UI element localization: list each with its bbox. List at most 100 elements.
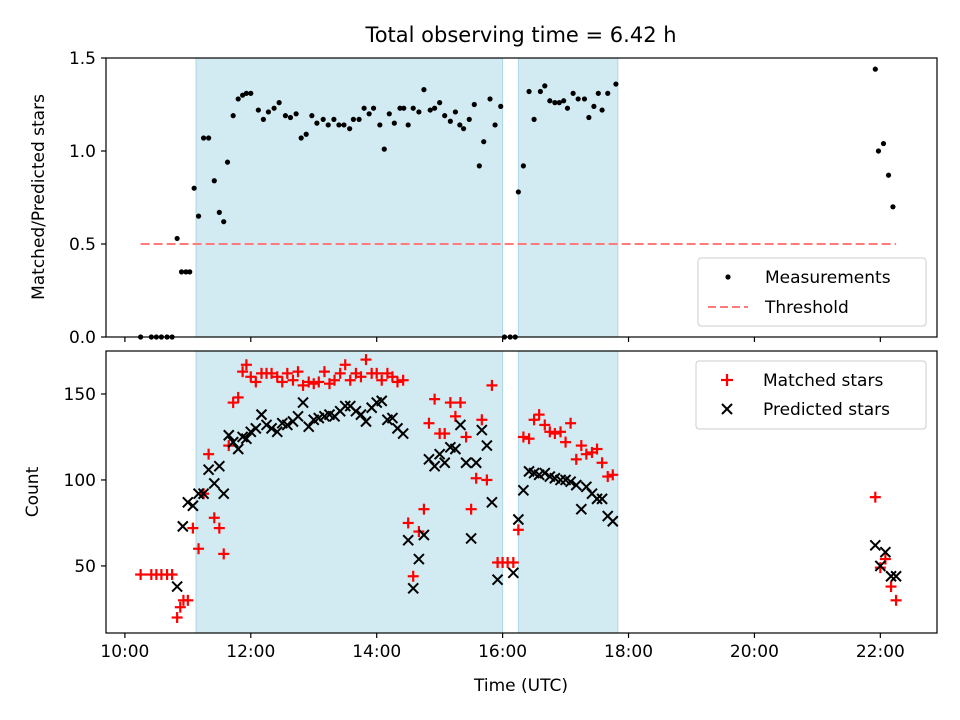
predicted-star-point [376, 395, 388, 407]
matched-star-point [869, 491, 881, 503]
predicted-marker-stroke [223, 429, 235, 441]
matched-star-point [481, 474, 493, 486]
measurement-point [416, 109, 422, 115]
measurement-point [526, 88, 532, 95]
predicted-marker-stroke [182, 496, 194, 509]
measurement-point [487, 96, 493, 102]
matched-star-point [517, 431, 529, 443]
measurement-point [872, 66, 878, 72]
predicted-star-point [890, 570, 902, 582]
predicted-marker-stroke [292, 410, 304, 423]
measurement-point [556, 100, 562, 106]
matched-star-point [454, 397, 466, 409]
predicted-star-point [869, 539, 882, 552]
measurement-point [442, 113, 448, 119]
predicted-star-point [255, 408, 268, 421]
predicted-marker-stroke [397, 427, 409, 440]
matched-star-point [371, 367, 383, 379]
predicted-marker-stroke [276, 417, 288, 429]
predicted-marker-stroke [297, 396, 309, 409]
measurement-point [350, 116, 357, 122]
measurement-point [457, 122, 463, 128]
predicted-star-point [292, 410, 304, 423]
predicted-marker-stroke [885, 570, 897, 582]
matched-star-point [166, 569, 178, 581]
top-y-ticks: 0.0 0.5 1.0 1.5 [69, 49, 106, 348]
predicted-marker-stroke [449, 443, 462, 455]
predicted-marker-stroke [454, 419, 467, 431]
predicted-marker-stroke [240, 432, 253, 445]
predicted-marker-stroke [539, 467, 551, 479]
predicted-marker-stroke [869, 539, 882, 552]
measurement-point [466, 116, 472, 122]
predicted-marker-stroke [476, 424, 488, 436]
measurement-point [309, 113, 315, 119]
measurement-point [561, 98, 567, 104]
predicted-star-point [596, 493, 608, 505]
x-tick-label: 16:00 [478, 642, 527, 662]
predicted-star-point [512, 513, 525, 526]
measurement-point [174, 235, 180, 242]
predicted-marker-stroke [386, 412, 399, 424]
measurement-point [320, 116, 326, 122]
predicted-star-points [171, 395, 902, 594]
predicted-star-point [433, 448, 446, 460]
predicted-marker-stroke [549, 472, 561, 484]
matched-star-point [344, 374, 356, 386]
observing-span [517, 57, 619, 338]
matched-star-point [355, 371, 367, 383]
matched-star-point [533, 409, 545, 421]
matched-star-point [476, 414, 488, 426]
matched-star-point [423, 417, 435, 429]
x-tick-label: 18:00 [604, 642, 653, 662]
measurement-point [206, 135, 212, 141]
predicted-marker-stroke [192, 488, 205, 500]
y-tick-label: 50 [74, 557, 96, 577]
matched-star-point [218, 548, 230, 560]
predicted-marker-stroke [255, 408, 268, 421]
predicted-marker-stroke [570, 479, 582, 491]
predicted-star-point [303, 420, 315, 433]
predicted-star-point [232, 443, 244, 455]
top-y-axis-label: Matched/Predicted stars [29, 94, 49, 300]
predicted-marker-stroke [391, 422, 404, 435]
matched-star-point [879, 553, 891, 565]
measurement-point [370, 105, 377, 111]
predicted-star-point [885, 570, 897, 582]
predicted-marker-stroke [232, 443, 244, 455]
measurement-point [243, 90, 249, 96]
matched-star-point [596, 457, 608, 469]
y-tick-label: 0.0 [69, 328, 96, 348]
matched-star-point [287, 374, 299, 386]
measurement-point [552, 100, 558, 106]
predicted-legend-label: Predicted stars [763, 400, 890, 420]
measurement-point [498, 103, 504, 109]
predicted-star-point [240, 432, 253, 445]
matched-star-point [555, 426, 567, 438]
matched-star-point [465, 503, 477, 515]
matched-star-point [397, 374, 409, 386]
measurement-point [211, 178, 217, 184]
measurement-point [421, 87, 427, 93]
predicted-star-point [874, 560, 887, 572]
measurement-point [613, 81, 619, 87]
measurement-point [287, 114, 294, 121]
predicted-marker-stroke [423, 453, 435, 466]
predicted-marker-stroke [260, 419, 273, 431]
matched-star-point [580, 448, 592, 460]
measurement-point [271, 105, 277, 111]
matched-star-point [213, 522, 225, 534]
matched-star-point [565, 417, 577, 429]
measurement-point [531, 116, 537, 122]
predicted-star-point [182, 496, 194, 509]
matched-star-point [607, 469, 619, 481]
bottom-x-ticks: 10:00 12:00 14:00 16:00 18:00 20:00 22:00 [100, 633, 905, 662]
predicted-marker-stroke [236, 431, 249, 443]
predicted-star-point [481, 439, 493, 452]
measurement-point [361, 105, 367, 111]
measurement-point [347, 126, 353, 132]
predicted-marker-stroke [402, 534, 414, 546]
predicted-marker-stroke [517, 484, 530, 496]
matched-star-point [528, 414, 540, 426]
measurement-point [276, 100, 282, 106]
